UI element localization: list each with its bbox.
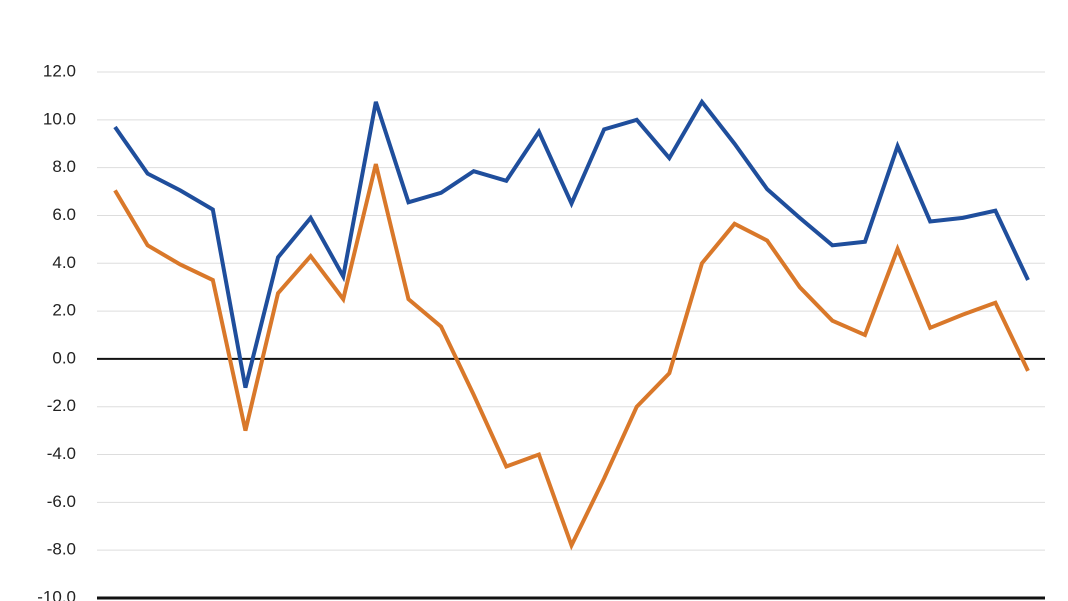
y-tick-label: -6.0 <box>47 492 76 511</box>
y-tick-label: 4.0 <box>52 253 76 272</box>
y-tick-label: 12.0 <box>43 61 76 80</box>
y-tick-label: -2.0 <box>47 396 76 415</box>
y-tick-label: 6.0 <box>52 205 76 224</box>
y-tick-label: 8.0 <box>52 157 76 176</box>
y-tick-label: 0.0 <box>52 348 76 367</box>
y-tick-label: -4.0 <box>47 444 76 463</box>
y-tick-label: -10.0 <box>37 587 76 601</box>
series-line <box>113 98 1030 389</box>
y-tick-label: 10.0 <box>43 109 76 128</box>
series-line <box>113 163 1030 551</box>
y-tick-label: -8.0 <box>47 540 76 559</box>
y-tick-label: 2.0 <box>52 301 76 320</box>
